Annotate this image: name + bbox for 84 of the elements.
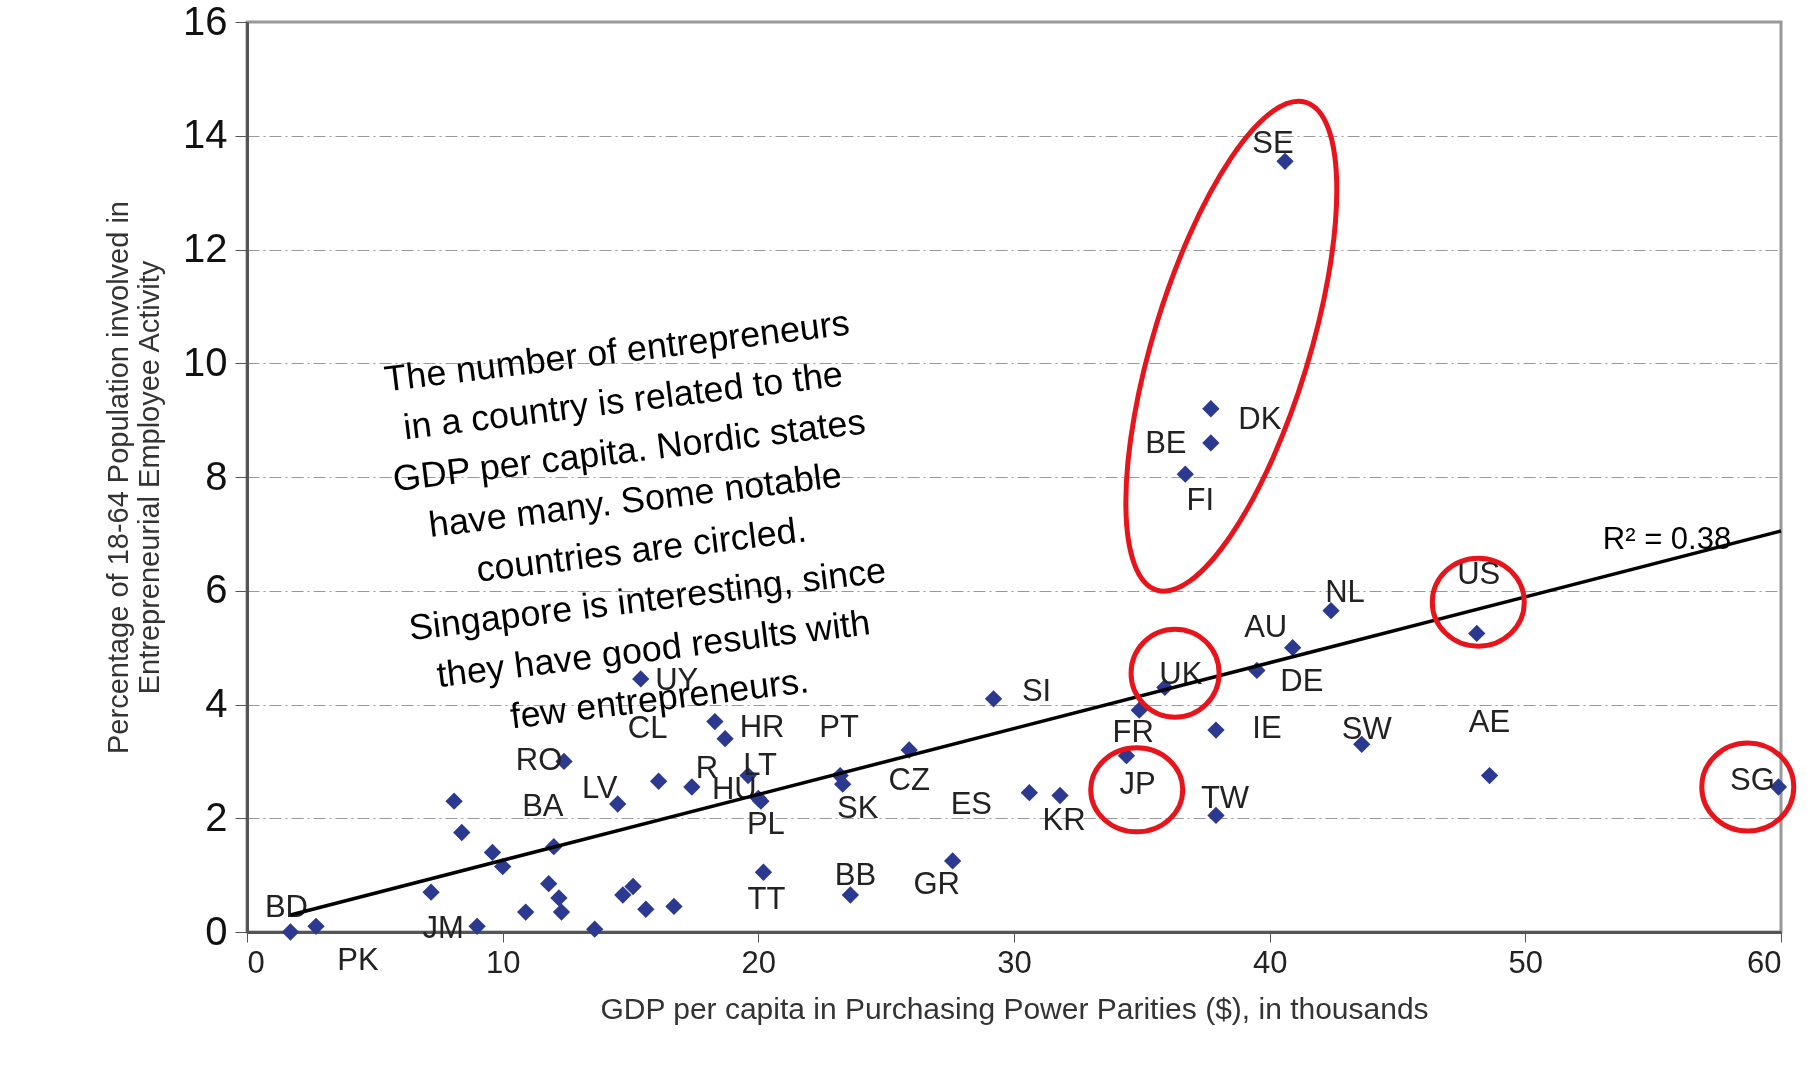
point (586, 920, 604, 938)
point (683, 778, 701, 796)
data-label: SE (1252, 125, 1294, 161)
point (1468, 624, 1486, 643)
point (552, 903, 571, 921)
y-tick-label: 12 (183, 226, 228, 270)
data-label: TW (1200, 780, 1250, 816)
data-label: SK (837, 790, 879, 826)
data-label: LV (581, 770, 618, 806)
y-tick-label: 16 (183, 0, 228, 43)
point (614, 886, 632, 904)
data-label: SG (1730, 761, 1775, 797)
data-label: KR (1042, 801, 1086, 837)
point (984, 690, 1003, 708)
point (1322, 602, 1340, 620)
point (483, 843, 502, 862)
point (1202, 434, 1220, 452)
data-label: IE (1252, 710, 1282, 746)
x-tick-label: 50 (1508, 944, 1544, 980)
data-label: GR (913, 865, 960, 901)
point (445, 792, 463, 810)
data-label: FR (1112, 714, 1154, 750)
data-label: AE (1468, 703, 1511, 739)
data-label: RO (515, 742, 563, 778)
annotation: R² = 0.38 (1602, 521, 1732, 556)
y-tick-label: 14 (183, 112, 228, 157)
data-label: BD (264, 889, 308, 924)
point (841, 886, 860, 904)
data-label: CZ (888, 762, 930, 797)
x-tick-label: 20 (741, 944, 777, 980)
point (754, 863, 773, 881)
point (1051, 786, 1069, 805)
data-label: PK (337, 942, 380, 978)
data-label: DE (1280, 663, 1324, 699)
point (1020, 784, 1038, 802)
point (281, 923, 300, 941)
point (1130, 701, 1148, 719)
data-label: PL (746, 806, 785, 842)
point (637, 900, 655, 918)
point (624, 877, 642, 896)
x-tick-label: 0 (247, 944, 265, 980)
y-tick-label: 10 (183, 339, 228, 384)
data-label: UK (1159, 656, 1203, 692)
y-axis-title: Percentage of 18-64 Population involved in Entrepreneurial Employee Activity (102, 201, 166, 754)
point (468, 917, 486, 935)
point (1176, 465, 1194, 483)
point (716, 729, 734, 748)
point (1480, 766, 1499, 785)
point (453, 823, 471, 842)
point (1284, 638, 1302, 657)
point (665, 897, 683, 916)
point (307, 917, 325, 935)
x-tick-label: 60 (1747, 944, 1782, 980)
data-label: AU (1244, 608, 1288, 644)
data-label: SI (1021, 672, 1052, 708)
data-label: BB (834, 857, 877, 893)
point (1276, 152, 1294, 170)
x-tick-label: 40 (1252, 944, 1288, 980)
data-label: DK (1238, 400, 1282, 436)
y-tick-label: 4 (205, 681, 228, 725)
point (517, 903, 535, 921)
data-label: US (1457, 556, 1501, 592)
data-label: PT (819, 708, 860, 744)
data-label: ES (950, 785, 993, 821)
y-tick-label: 2 (205, 794, 228, 839)
x-axis-title: GDP per capita in Purchasing Power Parities ($), in thousands (600, 991, 1429, 1025)
point (943, 852, 962, 870)
y-tick-label: 8 (205, 453, 228, 498)
point (540, 875, 558, 893)
y-tick-label: 6 (205, 567, 228, 612)
data-label: SW (1341, 711, 1393, 747)
x-tick-label: 10 (485, 944, 521, 980)
point (1202, 400, 1220, 418)
data-label: BA (522, 787, 564, 823)
data-label: JP (1119, 765, 1156, 801)
data-label: NL (1325, 573, 1365, 609)
data-label: BE (1145, 424, 1187, 460)
x-tick-label: 30 (997, 944, 1032, 980)
point (422, 883, 440, 901)
point (550, 889, 568, 907)
data-label: FI (1186, 482, 1215, 518)
point (1207, 721, 1225, 739)
data-label: TT (747, 881, 786, 917)
point (649, 772, 668, 790)
